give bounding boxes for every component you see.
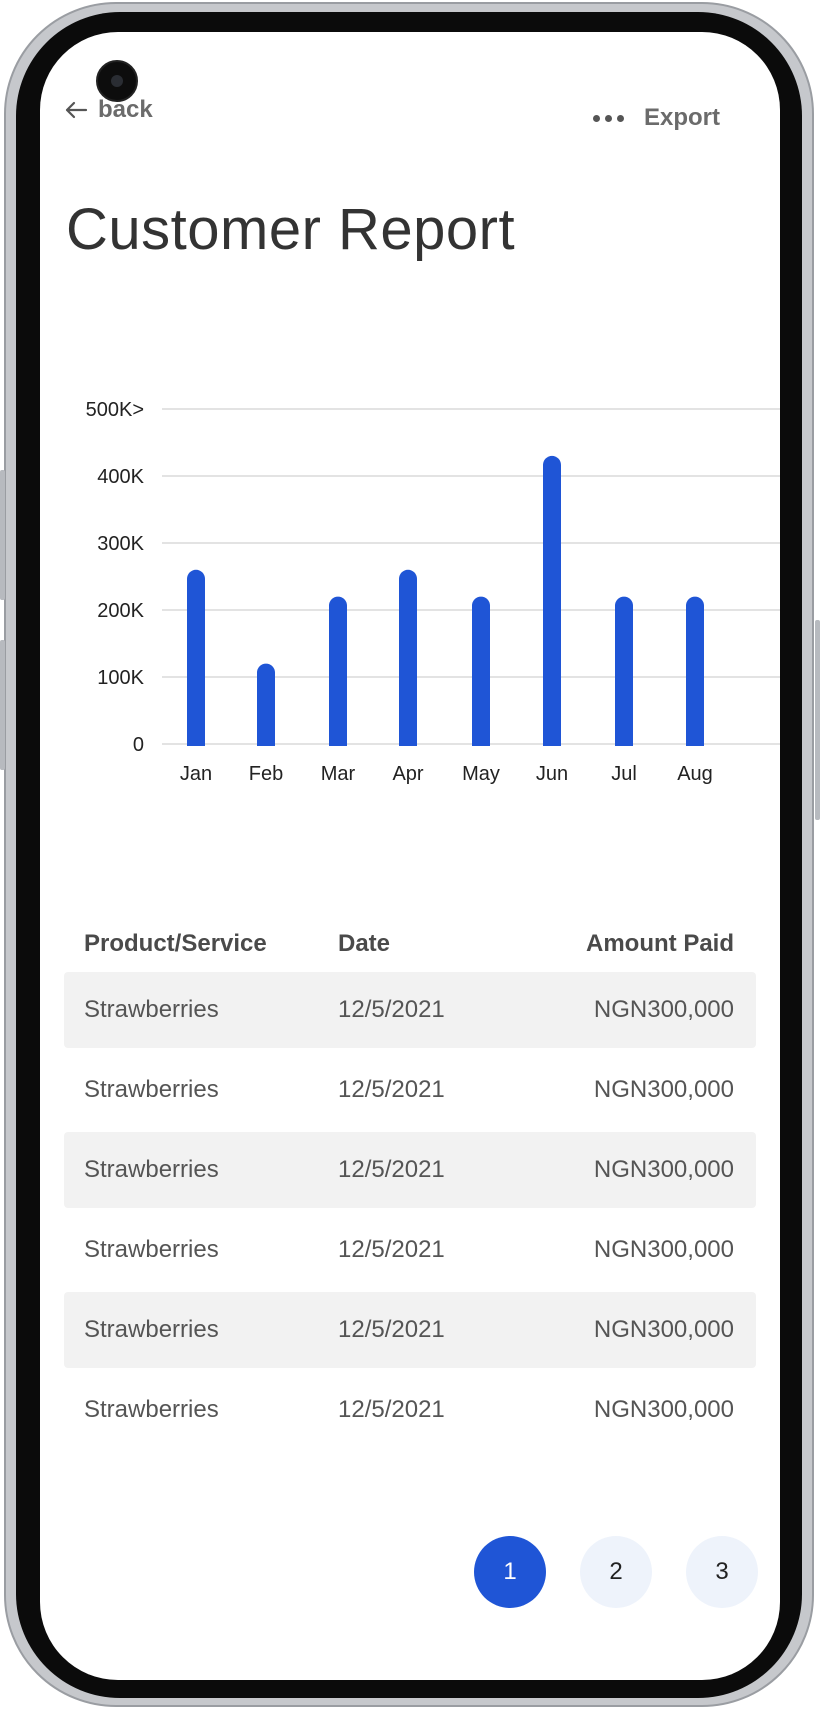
back-label: back <box>98 96 153 123</box>
table-row[interactable]: Strawberries 12/5/2021 NGN300,000 <box>64 1372 756 1448</box>
bar-base <box>187 736 205 746</box>
bar-base <box>472 736 490 746</box>
bar-feb <box>257 663 275 746</box>
cell-amount: NGN300,000 <box>593 1076 734 1103</box>
side-button <box>815 620 820 820</box>
x-tick-label: Mar <box>321 763 356 785</box>
bar-base <box>543 736 561 746</box>
cell-product: Strawberries <box>84 1236 219 1263</box>
cell-product: Strawberries <box>84 1076 219 1103</box>
cell-product: Strawberries <box>84 996 219 1023</box>
export-button[interactable]: Export <box>643 104 720 131</box>
cell-date: 12/5/2021 <box>338 1076 445 1103</box>
page-title: Customer Report <box>66 197 516 262</box>
x-tick-label: Jul <box>611 763 637 785</box>
x-tick-label: Aug <box>677 763 713 785</box>
cell-date: 12/5/2021 <box>338 996 445 1023</box>
table-header: Product/Service Date Amount Paid <box>64 916 756 972</box>
page-button-3[interactable]: 3 <box>686 1536 758 1608</box>
x-tick-label: Jan <box>180 763 212 785</box>
back-button[interactable]: back <box>64 96 153 124</box>
table-row[interactable]: Strawberries 12/5/2021 NGN300,000 <box>64 1212 756 1288</box>
x-tick-label: Jun <box>536 763 568 785</box>
cell-date: 12/5/2021 <box>338 1396 445 1423</box>
bar-base <box>329 736 347 746</box>
bar-base <box>257 736 275 746</box>
more-options-icon[interactable] <box>592 114 624 122</box>
cell-date: 12/5/2021 <box>338 1156 445 1183</box>
bar-mar <box>329 596 347 746</box>
bar-may <box>472 596 490 746</box>
page-button-1[interactable]: 1 <box>474 1536 546 1608</box>
y-tick-label: 500K> <box>86 399 144 421</box>
page-button-2[interactable]: 2 <box>580 1536 652 1608</box>
pagination: 1 2 3 <box>474 1536 758 1608</box>
camera-icon <box>96 60 138 102</box>
payments-table: Product/Service Date Amount Paid Strawbe… <box>64 916 756 1452</box>
column-header-date: Date <box>338 930 391 957</box>
y-tick-label: 300K <box>97 533 144 555</box>
side-button <box>0 470 5 600</box>
bar-jun <box>543 455 561 746</box>
table-row[interactable]: Strawberries 12/5/2021 NGN300,000 <box>64 1292 756 1368</box>
y-tick-label: 400K <box>97 466 144 488</box>
cell-amount: NGN300,000 <box>593 1156 734 1183</box>
y-tick-label: 200K <box>97 600 144 622</box>
table-row[interactable]: Strawberries 12/5/2021 NGN300,000 <box>64 1132 756 1208</box>
bar-jul <box>615 596 633 746</box>
arrow-left-icon <box>65 101 88 119</box>
bar-apr <box>399 569 417 746</box>
cell-date: 12/5/2021 <box>338 1316 445 1343</box>
column-header-product: Product/Service <box>84 930 267 957</box>
table-row[interactable]: Strawberries 12/5/2021 NGN300,000 <box>64 972 756 1048</box>
cell-date: 12/5/2021 <box>338 1236 445 1263</box>
bar-jan <box>187 569 205 746</box>
y-tick-label: 100K <box>97 667 144 689</box>
y-tick-label: 0 <box>133 734 144 756</box>
bar-base <box>399 736 417 746</box>
cell-amount: NGN300,000 <box>593 1236 734 1263</box>
cell-product: Strawberries <box>84 1316 219 1343</box>
bar-chart: 0 100K 200K 300K 400K 500K> Jan Feb Mar Apr May Jun… <box>86 399 780 785</box>
cell-amount: NGN300,000 <box>593 1396 734 1423</box>
column-header-amount: Amount Paid <box>586 930 734 957</box>
bar-base <box>686 736 704 746</box>
bar-base <box>615 736 633 746</box>
side-button <box>0 640 5 770</box>
cell-amount: NGN300,000 <box>593 996 734 1023</box>
bar-aug <box>686 596 704 746</box>
cell-product: Strawberries <box>84 1396 219 1423</box>
header-actions: Export <box>592 104 720 132</box>
top-bar: back Export <box>64 96 754 146</box>
cell-product: Strawberries <box>84 1156 219 1183</box>
x-tick-label: Apr <box>392 763 423 785</box>
table-row[interactable]: Strawberries 12/5/2021 NGN300,000 <box>64 1052 756 1128</box>
cell-amount: NGN300,000 <box>593 1316 734 1343</box>
x-tick-label: Feb <box>249 763 283 785</box>
screen: back Export Customer Report 0 100K 200K 300… <box>40 32 780 1680</box>
x-tick-label: May <box>462 763 500 785</box>
